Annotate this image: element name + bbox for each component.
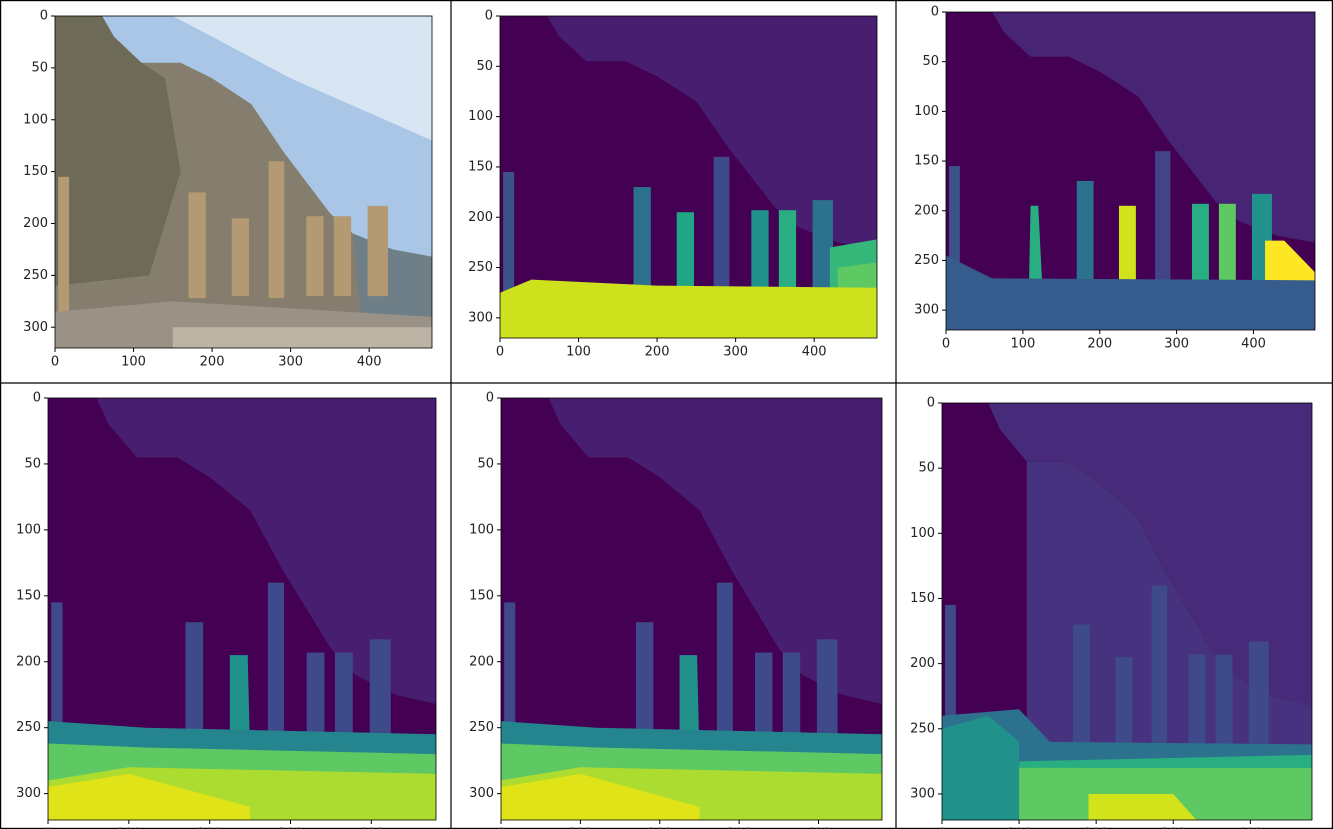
y-tick-label: 200 (469, 654, 494, 669)
segment (269, 161, 285, 298)
segment (714, 157, 730, 290)
segment (334, 216, 351, 296)
y-tick-label: 50 (477, 456, 494, 471)
y-tick-label: 0 (33, 391, 41, 406)
segment (751, 210, 768, 287)
segment (173, 327, 432, 348)
y-tick-label: 200 (16, 654, 41, 669)
segment (1219, 204, 1236, 281)
segment (58, 177, 69, 317)
y-tick-label: 100 (469, 522, 494, 537)
figure: 0 100 200 300 400 0 50 100 150 200 250 300 0 100 200 30… (0, 0, 1333, 829)
image (48, 398, 436, 820)
y-tick-label: 300 (914, 303, 939, 318)
y-tick-label: 100 (16, 522, 41, 537)
y-tick-label: 300 (16, 786, 41, 801)
y-tick-label: 250 (910, 721, 935, 736)
y-tick-label: 100 (468, 109, 493, 124)
axes: 0 100 200 300 400 0 50 100 150 200 250 300 (914, 5, 1315, 352)
image (501, 398, 882, 820)
segment (1216, 655, 1233, 755)
y-tick-label: 250 (23, 268, 48, 283)
y-tick-label: 50 (31, 60, 48, 75)
x-tick-label: 400 (802, 345, 827, 360)
axes: 0100200300400050100150200250300 (469, 391, 882, 829)
y-tick-label: 150 (469, 588, 494, 603)
x-tick-label: 200 (645, 345, 670, 360)
y-tick-label: 100 (910, 526, 935, 541)
y-tick-label: 150 (468, 159, 493, 174)
y-tick-label: 200 (914, 203, 939, 218)
segment (1119, 206, 1136, 281)
y-tick-label: 150 (914, 154, 939, 169)
y-tick-label: 250 (16, 720, 41, 735)
y-tick-label: 150 (23, 164, 48, 179)
y-tick-label: 200 (468, 210, 493, 225)
y-tick-label: 0 (485, 9, 493, 24)
segment (189, 192, 206, 298)
segment (1155, 151, 1170, 282)
segment (1189, 655, 1206, 755)
x-tick-label: 300 (723, 345, 748, 360)
x-tick-label: 200 (200, 355, 225, 370)
y-tick-label: 250 (468, 260, 493, 275)
segment (1249, 641, 1269, 754)
x-tick-label: 400 (1241, 337, 1266, 352)
x-tick-label: 200 (1087, 337, 1112, 352)
segment (232, 218, 249, 296)
y-tick-label: 250 (469, 720, 494, 735)
segment (634, 187, 651, 290)
y-tick-label: 100 (914, 104, 939, 119)
y-tick-label: 300 (910, 786, 935, 801)
y-tick-label: 50 (922, 54, 939, 69)
image (942, 403, 1312, 820)
y-tick-label: 200 (23, 216, 48, 231)
y-tick-label: 0 (486, 391, 494, 406)
image (946, 12, 1315, 330)
y-tick-label: 0 (931, 5, 939, 20)
x-tick-label: 100 (566, 345, 591, 360)
y-tick-label: 250 (914, 253, 939, 268)
segment (306, 216, 323, 296)
segment (503, 172, 514, 308)
x-tick-label: 0 (51, 355, 59, 370)
x-tick-label: 0 (496, 345, 504, 360)
x-tick-label: 100 (121, 355, 146, 370)
y-tick-label: 200 (910, 656, 935, 671)
axes: 0 100 200 300 400 0 50 100 150 200 250 300 (23, 9, 432, 370)
y-tick-label: 150 (910, 591, 935, 606)
axes: 0100200300400050100150200250300 (910, 396, 1312, 829)
segment (677, 212, 694, 287)
y-tick-label: 50 (476, 59, 493, 74)
y-tick-label: 50 (918, 461, 935, 476)
y-tick-label: 300 (23, 320, 48, 335)
x-tick-label: 0 (942, 337, 950, 352)
y-tick-label: 0 (927, 396, 935, 411)
axes: 0 100 200 300 400 0 50 100 150 200 250 300 (468, 9, 877, 360)
x-tick-label: 400 (357, 355, 382, 370)
y-tick-label: 300 (468, 310, 493, 325)
segment (368, 206, 388, 296)
image (55, 16, 432, 348)
y-tick-label: 150 (16, 588, 41, 603)
segment (500, 280, 877, 338)
y-tick-label: 50 (24, 456, 41, 471)
y-tick-label: 100 (23, 112, 48, 127)
segment (1115, 657, 1132, 755)
x-tick-label: 100 (1010, 337, 1035, 352)
segment (779, 210, 796, 287)
segment (1152, 585, 1167, 757)
x-tick-label: 300 (1164, 337, 1189, 352)
segment (1192, 204, 1209, 281)
x-tick-label: 300 (278, 355, 303, 370)
y-tick-label: 300 (469, 786, 494, 801)
image (500, 16, 877, 338)
y-tick-label: 0 (40, 9, 48, 24)
segment (1077, 181, 1094, 282)
segment (1073, 625, 1090, 758)
